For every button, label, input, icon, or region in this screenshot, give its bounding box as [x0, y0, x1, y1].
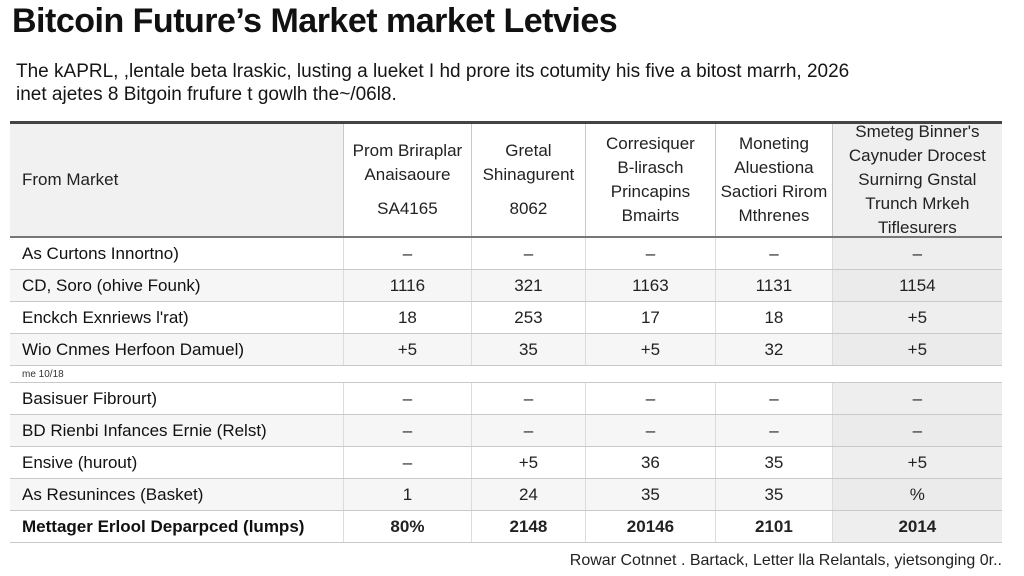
table-cell: 32 [716, 334, 833, 365]
table-cell: 18 [344, 302, 473, 333]
header-line: Prom Briraplar [352, 141, 463, 160]
header-line: Caynuder Drocest [848, 146, 986, 165]
table-cell: 80% [344, 511, 473, 542]
table-cell: 24 [472, 479, 586, 510]
table-cell: +5 [832, 447, 1003, 478]
table-row: Mettager Erlool Deparpced (lumps) 80% 2148… [10, 511, 1003, 543]
table-body-top: As Curtons Innortno) – – – – – CD, Soro (ohive… [10, 238, 1003, 366]
table-cell: – [832, 415, 1003, 446]
header-line: Sactiori Rirom [720, 182, 828, 201]
table-note: me 10/18 [10, 366, 1002, 383]
table-cell: 17 [586, 302, 717, 333]
header-line: Anaisaoure [364, 165, 451, 184]
row-label: Basisuer Fibrourt) [10, 383, 344, 414]
row-label: As Curtons Innortno) [10, 238, 344, 269]
header-line: Gretal [505, 141, 552, 160]
table-cell: – [586, 383, 717, 414]
table-cell: – [832, 238, 1003, 269]
header-line: Aluestiona [734, 158, 814, 177]
header-line: Trunch Mrkeh [865, 194, 970, 213]
table-row: BD Rienbi Infances Ernie (Relst) – – – – – [10, 415, 1003, 447]
table-cell: 1154 [832, 270, 1003, 301]
header-code: SA4165 [377, 199, 438, 218]
header-line: B-lirasch [617, 158, 684, 177]
table-cell: 2148 [472, 511, 586, 542]
table-cell: 321 [472, 270, 586, 301]
table-cell: 20146 [586, 511, 717, 542]
header-col-3: Corresiquer B-lirasch Princapins Bmairts [586, 124, 717, 236]
table-cell: +5 [832, 334, 1003, 365]
table-row: Enckch Exnriews l'rat) 18 253 17 18 +5 [10, 302, 1003, 334]
header-line: Surnirng Gnstal [858, 170, 977, 189]
row-label: BD Rienbi Infances Ernie (Relst) [10, 415, 344, 446]
page-title: Bitcoin Future’s Market market Letvies [12, 2, 618, 40]
table-cell: – [472, 415, 586, 446]
table-row: CD, Soro (ohive Founk) 1116 321 1163 1131 115… [10, 270, 1003, 302]
table-cell: 35 [716, 479, 833, 510]
row-label: As Resuninces (Basket) [10, 479, 344, 510]
table-cell: – [586, 238, 717, 269]
header-col-2: Gretal Shinagurent 8062 [472, 124, 586, 236]
table-cell: – [716, 383, 833, 414]
table-cell: 1163 [585, 270, 717, 301]
table-cell: – [716, 238, 833, 269]
table-cell: 35 [472, 334, 586, 365]
table-cell: 1 [343, 479, 473, 510]
row-label: CD, Soro (ohive Founk) [10, 270, 344, 301]
table-body-bottom: Basisuer Fibrourt) – – – – – BD Rienbi Infance… [10, 383, 1003, 543]
table-cell: 253 [472, 302, 586, 333]
table-cell: 2014 [832, 511, 1003, 542]
header-line: Bmairts [621, 206, 680, 225]
table-cell: – [832, 383, 1003, 414]
header-line: Smeteg Binner's [855, 122, 980, 141]
market-table: From Market Prom Briraplar Anaisaoure SA… [10, 121, 1003, 543]
header-line: Mthrenes [738, 206, 810, 225]
table-cell: 2101 [716, 511, 833, 542]
table-cell: 36 [586, 447, 717, 478]
header-line: Corresiquer [606, 134, 695, 153]
row-label: Wio Cnmes Herfoon Damuel) [10, 334, 344, 365]
subtitle-line-2: inet ajetes 8 Bitgoin frufure t gowlh th… [16, 84, 397, 105]
header-line: Moneting [738, 134, 809, 153]
row-label: Mettager Erlool Deparpced (lumps) [10, 511, 344, 542]
table-cell: % [832, 479, 1003, 510]
row-label: Ensive (hurout) [10, 447, 344, 478]
table-cell: 35 [716, 447, 833, 478]
table-cell: – [472, 238, 586, 269]
table-row: As Resuninces (Basket) 1 24 35 35% [10, 479, 1003, 511]
footer-caption: Rowar Cotnnet . Bartack, Letter lla Rela… [569, 552, 1002, 569]
table-cell: – [344, 447, 473, 478]
table-row: Wio Cnmes Herfoon Damuel) +5 35 +5 32 +5 [10, 334, 1003, 366]
header-code: 8062 [509, 199, 548, 218]
header-line: Princapins [610, 182, 691, 201]
table-cell: 18 [716, 302, 833, 333]
table-cell: 1116 [343, 270, 473, 301]
table-cell: – [716, 415, 833, 446]
subtitle-line-1: The kAPRL, ,lentale beta lraskic, lustin… [16, 61, 850, 82]
header-col-5: Smeteg Binner's Caynuder Drocest Surnirn… [832, 122, 1003, 237]
subtitle: The kAPRL, ,lentale beta lraskic, lustin… [16, 60, 976, 106]
table-cell: – [344, 383, 473, 414]
table-cell: 1131 [716, 270, 833, 301]
table-cell: +5 [832, 302, 1003, 333]
header-line: Shinagurent [482, 165, 575, 184]
header-line: From Market [22, 170, 119, 189]
table-cell: – [585, 415, 717, 446]
table-cell: +5 [585, 334, 717, 365]
table-cell: 35 [585, 479, 717, 510]
table-cell: – [472, 383, 586, 414]
table-row: Basisuer Fibrourt) – – – – – [10, 383, 1003, 415]
row-label: Enckch Exnriews l'rat) [10, 302, 344, 333]
table-row: As Curtons Innortno) – – – – – [10, 238, 1003, 270]
table-cell: +5 [343, 334, 473, 365]
table-header-row: From Market Prom Briraplar Anaisaoure SA… [10, 122, 1003, 238]
header-col-0: From Market [10, 124, 344, 236]
table-cell: – [344, 238, 473, 269]
table-row: Ensive (hurout) – +5 36 35 +5 [10, 447, 1003, 479]
header-col-1: Prom Briraplar Anaisaoure SA4165 [344, 124, 473, 236]
header-line: Tiflesurers [878, 218, 957, 237]
table-cell: – [343, 415, 473, 446]
header-col-4: Moneting Aluestiona Sactiori Rirom Mthre… [716, 124, 833, 236]
table-cell: +5 [472, 447, 586, 478]
